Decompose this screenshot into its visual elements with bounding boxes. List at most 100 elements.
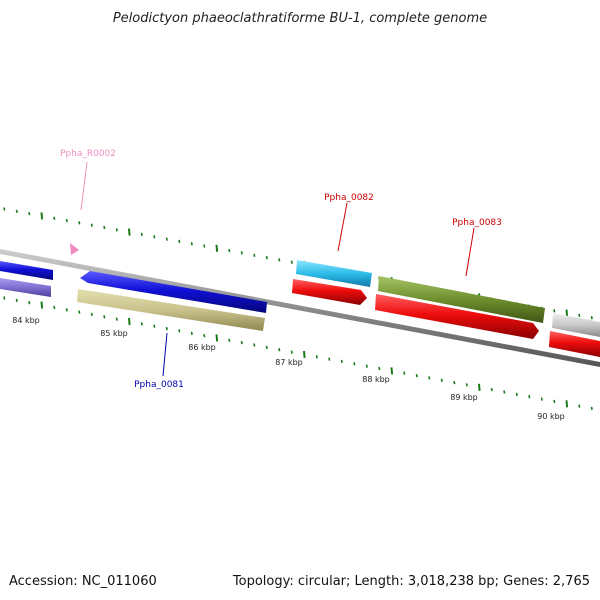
gene-label-ppha-0082: Ppha_0082 bbox=[324, 193, 374, 203]
scale-tick-lower-minor bbox=[340, 359, 343, 364]
scale-tick-lower-minor bbox=[490, 387, 493, 392]
scale-tick-lower-minor bbox=[353, 362, 356, 366]
map-title: Pelodictyon phaeoclathratiforme BU-1, co… bbox=[113, 11, 487, 26]
scale-tick-upper-minor bbox=[590, 316, 593, 320]
scale-tick-lower-minor bbox=[53, 305, 56, 310]
accession-text: Accession: NC_011060 bbox=[9, 574, 157, 589]
scale-tick-lower-minor bbox=[78, 310, 81, 314]
scale-tick-lower-minor bbox=[378, 366, 381, 371]
scale-tick-lower-minor bbox=[28, 301, 31, 305]
scale-tick-upper-minor bbox=[53, 216, 56, 220]
scale-tick-upper-minor bbox=[153, 235, 156, 239]
gene-label-ppha-0083: Ppha_0083 bbox=[452, 218, 502, 228]
gene-ppha-0081[interactable] bbox=[80, 271, 267, 313]
scale-tick-upper-major bbox=[128, 228, 131, 236]
scale-tick-upper-minor bbox=[103, 225, 106, 230]
scale-tick-upper-minor bbox=[553, 309, 556, 313]
scale-tick-lower-minor bbox=[415, 373, 418, 378]
scale-label-88kbp: 88 kbp bbox=[362, 375, 390, 384]
scale-tick-lower-minor bbox=[228, 338, 231, 342]
tick-row-lower bbox=[3, 296, 593, 411]
scale-tick-lower-minor bbox=[428, 376, 431, 380]
scale-tick-upper-minor bbox=[290, 260, 293, 264]
scale-tick-lower-minor bbox=[190, 331, 193, 335]
gene-label-ppha-r0002: Ppha_R0002 bbox=[60, 149, 116, 159]
scale-tick-upper-minor bbox=[28, 211, 31, 216]
scale-label-86kbp: 86 kbp bbox=[188, 343, 216, 352]
scale-tick-lower-minor bbox=[528, 395, 531, 399]
scale-tick-upper-minor bbox=[78, 221, 81, 225]
scale-tick-upper-minor bbox=[178, 239, 181, 244]
scale-tick-upper-minor bbox=[115, 228, 118, 232]
scale-tick-lower-major bbox=[478, 383, 481, 391]
scale-label-87kbp: 87 kbp bbox=[275, 358, 303, 367]
callout-line-0083 bbox=[465, 227, 475, 277]
scale-tick-lower-minor bbox=[453, 380, 456, 385]
gene-right-red[interactable] bbox=[549, 331, 600, 357]
scale-label-84kbp: 84 kbp bbox=[12, 316, 40, 325]
scale-tick-lower-minor bbox=[253, 343, 256, 347]
scale-tick-upper-minor bbox=[140, 232, 143, 237]
scale-tick-upper-minor bbox=[240, 251, 243, 255]
scale-tick-upper-minor bbox=[228, 248, 231, 253]
gene-olive-bar[interactable] bbox=[77, 289, 265, 331]
scale-tick-lower-minor bbox=[315, 355, 318, 359]
scale-tick-lower-minor bbox=[290, 350, 293, 354]
scale-tick-lower-minor bbox=[578, 404, 581, 408]
scale-tick-lower-minor bbox=[90, 312, 93, 317]
scale-tick-lower-minor bbox=[3, 296, 6, 300]
scale-tick-upper-major bbox=[565, 309, 569, 317]
scale-tick-lower-major bbox=[128, 317, 131, 326]
scale-tick-upper-minor bbox=[165, 237, 168, 241]
callout-line-r0002 bbox=[80, 161, 88, 211]
scale-label-90kbp: 90 kbp bbox=[537, 412, 565, 421]
gene-ppha-0083-green[interactable] bbox=[378, 276, 545, 323]
gene-ppha-r0002[interactable] bbox=[70, 243, 79, 255]
scale-tick-upper-minor bbox=[90, 223, 93, 227]
scale-tick-lower-minor bbox=[153, 324, 156, 328]
scale-tick-upper-minor bbox=[3, 207, 6, 211]
scale-tick-upper-minor bbox=[578, 313, 581, 318]
scale-tick-lower-major bbox=[215, 334, 219, 342]
scale-tick-lower-minor bbox=[503, 390, 506, 394]
scale-label-89kbp: 89 kbp bbox=[450, 393, 478, 402]
genome-summary-text: Topology: circular; Length: 3,018,238 bp… bbox=[232, 574, 590, 589]
scale-tick-upper-minor bbox=[15, 209, 18, 213]
scale-tick-upper-minor bbox=[190, 242, 193, 246]
scale-tick-lower-major bbox=[565, 400, 569, 408]
scale-tick-upper-minor bbox=[265, 255, 268, 260]
scale-tick-lower-minor bbox=[165, 326, 168, 331]
scale-tick-lower-minor bbox=[465, 383, 468, 387]
scale-tick-upper-minor bbox=[203, 244, 206, 248]
scale-tick-lower-minor bbox=[103, 315, 106, 319]
gene-left-partial-blue[interactable] bbox=[0, 261, 53, 280]
scale-tick-lower-minor bbox=[203, 333, 206, 338]
scale-tick-lower-minor bbox=[515, 392, 518, 397]
scale-tick-lower-minor bbox=[440, 378, 443, 382]
gene-red-arrow-2[interactable] bbox=[375, 294, 539, 339]
scale-label-85kbp: 85 kbp bbox=[100, 329, 128, 338]
scale-tick-lower-minor bbox=[140, 322, 143, 326]
gene-right-grey[interactable] bbox=[552, 313, 600, 337]
scale-tick-lower-minor bbox=[115, 317, 118, 321]
gene-label-ppha-0081: Ppha_0081 bbox=[134, 380, 184, 390]
scale-tick-upper-minor bbox=[278, 258, 281, 262]
scale-tick-upper-minor bbox=[253, 253, 256, 257]
scale-tick-lower-major bbox=[303, 350, 306, 358]
scale-tick-lower-minor bbox=[240, 340, 243, 345]
scale-tick-lower-minor bbox=[553, 399, 556, 404]
scale-tick-upper-major bbox=[40, 212, 44, 220]
gene-ppha-0082-cyan[interactable] bbox=[296, 260, 372, 287]
gene-red-arrow-1[interactable] bbox=[292, 279, 367, 305]
scale-tick-lower-minor bbox=[365, 364, 368, 368]
callout-line-0082 bbox=[337, 202, 348, 252]
scale-tick-lower-minor bbox=[265, 345, 268, 350]
scale-tick-lower-minor bbox=[178, 329, 181, 333]
scale-tick-lower-minor bbox=[540, 397, 543, 401]
scale-tick-lower-minor bbox=[15, 298, 18, 303]
scale-tick-lower-major bbox=[40, 301, 44, 309]
callout-line-0081 bbox=[162, 332, 168, 377]
gene-left-partial-lavender[interactable] bbox=[0, 278, 51, 297]
genome-backbone bbox=[0, 249, 600, 367]
